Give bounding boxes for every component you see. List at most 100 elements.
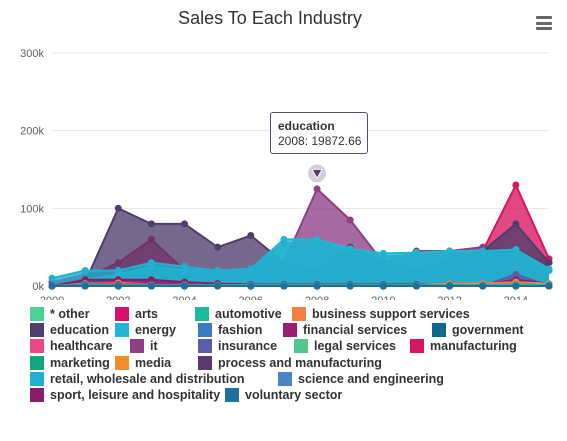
- y-tick-label: 100k: [20, 203, 44, 215]
- point-voluntary-sector: [114, 282, 122, 290]
- chart-legend: * other arts automotive business support se…: [30, 305, 560, 402]
- legend-item[interactable]: legal services: [294, 337, 396, 355]
- legend-item[interactable]: education: [30, 321, 109, 339]
- point-voluntary-sector: [247, 282, 255, 290]
- legend-item[interactable]: automotive: [195, 305, 282, 323]
- point-voluntary-sector: [280, 282, 288, 290]
- legend-label: retail, wholesale and distribution: [50, 371, 245, 386]
- x-tick-label: 2014: [504, 295, 528, 300]
- legend-swatch: [195, 307, 209, 321]
- tooltip: education 2008: 19872.66: [270, 112, 368, 154]
- legend-item[interactable]: media: [115, 354, 171, 372]
- legend-label: government: [452, 323, 524, 338]
- legend-label: sport, leisure and hospitality: [50, 387, 221, 402]
- legend-label: science and engineering: [298, 371, 444, 386]
- point-retail-wholesale-and-distribution: [379, 252, 387, 260]
- legend-label: manufacturing: [430, 339, 517, 354]
- legend-item[interactable]: financial services: [283, 321, 407, 339]
- legend-swatch: [283, 323, 297, 338]
- hover-marker: [311, 168, 323, 180]
- point-education: [181, 220, 189, 228]
- point-insurance: [512, 270, 520, 278]
- x-tick-label: 2006: [239, 295, 263, 300]
- legend-item[interactable]: insurance: [198, 337, 277, 355]
- legend-swatch: [198, 355, 212, 370]
- point-voluntary-sector: [181, 282, 189, 290]
- line-retail-wholesale-and-distribution: [51, 242, 550, 280]
- point-voluntary-sector: [81, 282, 89, 290]
- legend-label: marketing: [50, 355, 110, 370]
- legend-row: * other arts automotive business support se…: [30, 305, 560, 321]
- legend-swatch: [30, 323, 44, 338]
- legend-row: marketing media process and manufacturing: [30, 354, 560, 370]
- legend-item[interactable]: manufacturing: [410, 337, 517, 355]
- point-voluntary-sector: [147, 282, 155, 290]
- point-manufacturing: [512, 181, 520, 189]
- legend-swatch: [225, 387, 239, 402]
- legend-swatch: [115, 355, 129, 370]
- point-voluntary-sector: [346, 282, 354, 290]
- legend-item[interactable]: science and engineering: [278, 370, 444, 388]
- point-voluntary-sector: [479, 282, 487, 290]
- point-retail-wholesale-and-distribution: [346, 247, 354, 255]
- chart-plot-area: 0k 100k 200k 300k 2000 2002 2004 2006 2008 2010 20…: [20, 48, 553, 300]
- legend-swatch: [115, 307, 129, 321]
- legend-item[interactable]: * other: [30, 305, 90, 323]
- legend-item[interactable]: energy: [115, 321, 176, 339]
- x-tick-label: 2002: [106, 295, 130, 300]
- legend-swatch: [292, 307, 306, 321]
- legend-item[interactable]: business support services: [292, 305, 470, 323]
- legend-item[interactable]: government: [432, 321, 524, 339]
- x-tick-label: 2000: [40, 295, 64, 300]
- legend-item[interactable]: sport, leisure and hospitality: [30, 386, 220, 404]
- point-retail-wholesale-and-distribution: [479, 249, 487, 257]
- legend-swatch: [30, 387, 44, 402]
- point-voluntary-sector: [379, 282, 387, 290]
- point-retail-wholesale-and-distribution: [247, 265, 255, 273]
- legend-item[interactable]: retail, wholesale and distribution: [30, 370, 244, 388]
- legend-item[interactable]: arts: [115, 305, 158, 323]
- legend-item[interactable]: healthcare: [30, 337, 113, 355]
- point-education: [214, 243, 222, 251]
- point-retail-wholesale-and-distribution: [512, 249, 520, 257]
- point-education: [247, 232, 255, 240]
- point-retail-wholesale-and-distribution: [114, 266, 122, 274]
- legend-swatch: [198, 323, 212, 338]
- y-tick-label: 300k: [20, 48, 44, 60]
- y-tick-label: 0k: [32, 281, 44, 293]
- hamburger-menu-icon[interactable]: [536, 16, 552, 30]
- area-retail-wholesale-and-distribution: [52, 243, 549, 286]
- legend-label: fashion: [218, 323, 263, 338]
- legend-label: healthcare: [50, 339, 113, 354]
- legend-item[interactable]: process and manufacturing: [198, 354, 382, 372]
- legend-row: sport, leisure and hospitality voluntary …: [30, 386, 560, 402]
- legend-label: process and manufacturing: [218, 355, 382, 370]
- y-tick-label: 200k: [20, 126, 44, 138]
- legend-row: healthcare it insurance legal services manuf…: [30, 337, 560, 355]
- point-retail-wholesale-and-distribution: [545, 266, 553, 274]
- point-education: [512, 220, 520, 228]
- legend-item[interactable]: fashion: [198, 321, 262, 339]
- legend-swatch: [30, 371, 44, 386]
- legend-label: * other: [50, 307, 90, 321]
- legend-swatch: [30, 355, 44, 370]
- x-tick-label: 2008: [305, 295, 329, 300]
- legend-item[interactable]: voluntary sector: [225, 386, 342, 404]
- legend-row: retail, wholesale and distribution scienc…: [30, 370, 560, 386]
- tooltip-value: 2008: 19872.66: [278, 134, 362, 148]
- legend-label: education: [50, 323, 110, 338]
- legend-swatch: [198, 339, 212, 354]
- point-education: [545, 259, 553, 267]
- point-voluntary-sector: [48, 282, 56, 290]
- legend-swatch: [115, 323, 129, 338]
- legend-swatch: [278, 371, 292, 386]
- point-retail-wholesale-and-distribution: [48, 274, 56, 282]
- legend-swatch: [432, 323, 446, 338]
- legend-item[interactable]: marketing: [30, 354, 110, 372]
- legend-swatch: [30, 339, 44, 354]
- point-education: [147, 220, 155, 228]
- point-voluntary-sector: [313, 282, 321, 290]
- legend-item[interactable]: it: [130, 337, 158, 355]
- point-retail-wholesale-and-distribution: [446, 251, 454, 259]
- legend-label: arts: [135, 307, 158, 321]
